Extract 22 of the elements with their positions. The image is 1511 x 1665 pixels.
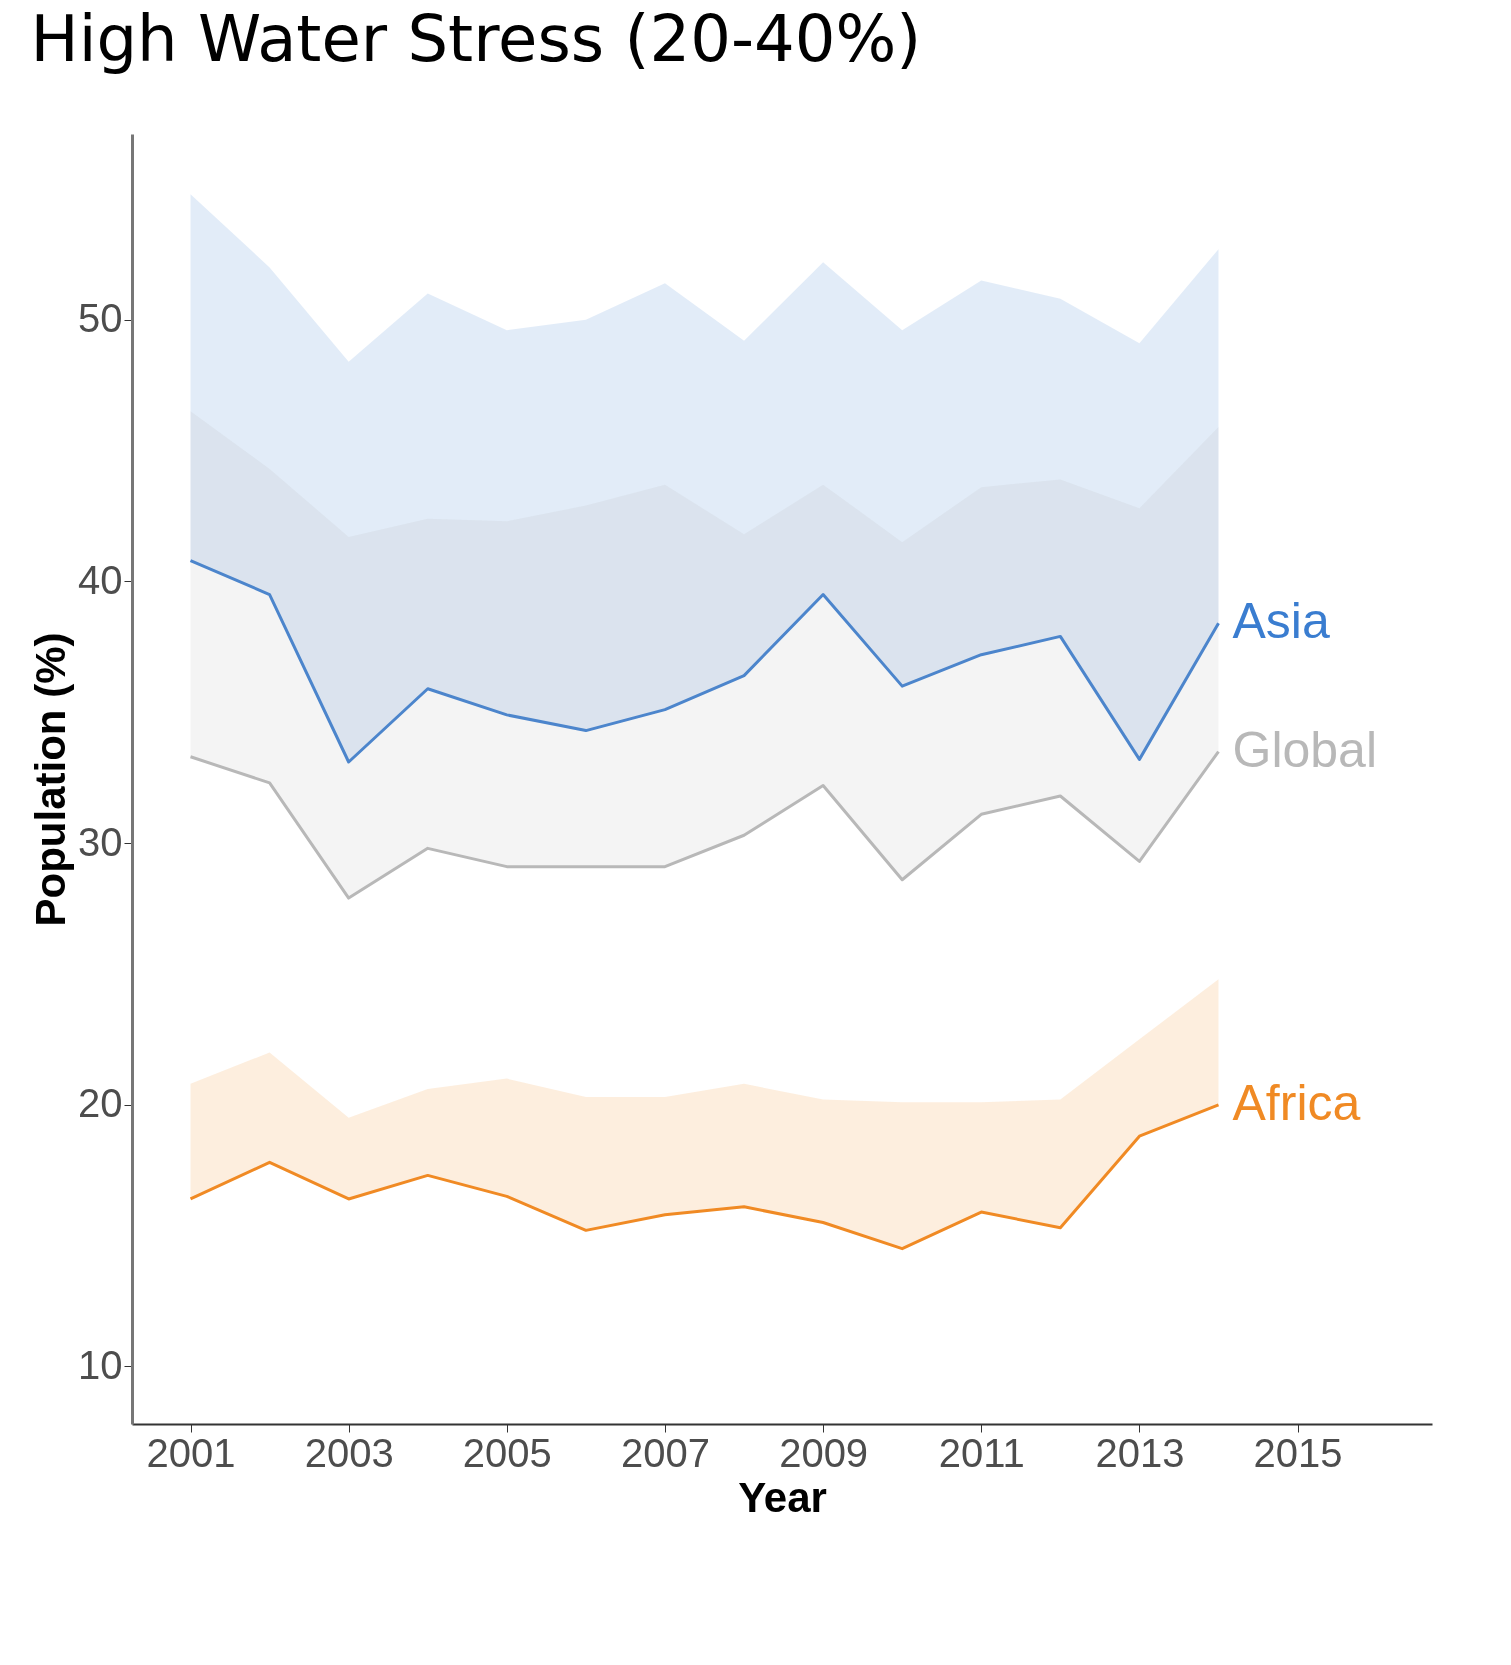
y-tick-label: 10 — [78, 1342, 123, 1387]
line-series — [189, 559, 1220, 764]
series-label: Asia — [1232, 593, 1330, 650]
y-axis-title: Population (%) — [27, 632, 75, 927]
line-series — [189, 750, 1220, 900]
x-tick-label: 2011 — [938, 1430, 1025, 1475]
x-tick-label: 2015 — [1253, 1430, 1343, 1475]
line-series — [189, 1103, 1220, 1251]
y-tick-label: 50 — [78, 296, 123, 341]
y-tick-label: 40 — [78, 557, 123, 602]
x-tick-label: 2003 — [304, 1430, 394, 1475]
x-tick-label: 2007 — [620, 1430, 710, 1475]
y-tick-label: 30 — [78, 819, 123, 864]
chart-title: High Water Stress (20-40%) — [30, 2, 922, 76]
series-label: Global — [1232, 721, 1378, 778]
x-tick-label: 2013 — [1095, 1430, 1185, 1475]
x-tick-label: 2009 — [779, 1430, 869, 1475]
y-tick-label: 20 — [78, 1081, 123, 1126]
x-axis-title: Year — [738, 1473, 827, 1521]
x-tick-label: 2001 — [146, 1430, 236, 1475]
x-tick-label: 2005 — [462, 1430, 552, 1475]
series-label: Africa — [1232, 1074, 1361, 1131]
